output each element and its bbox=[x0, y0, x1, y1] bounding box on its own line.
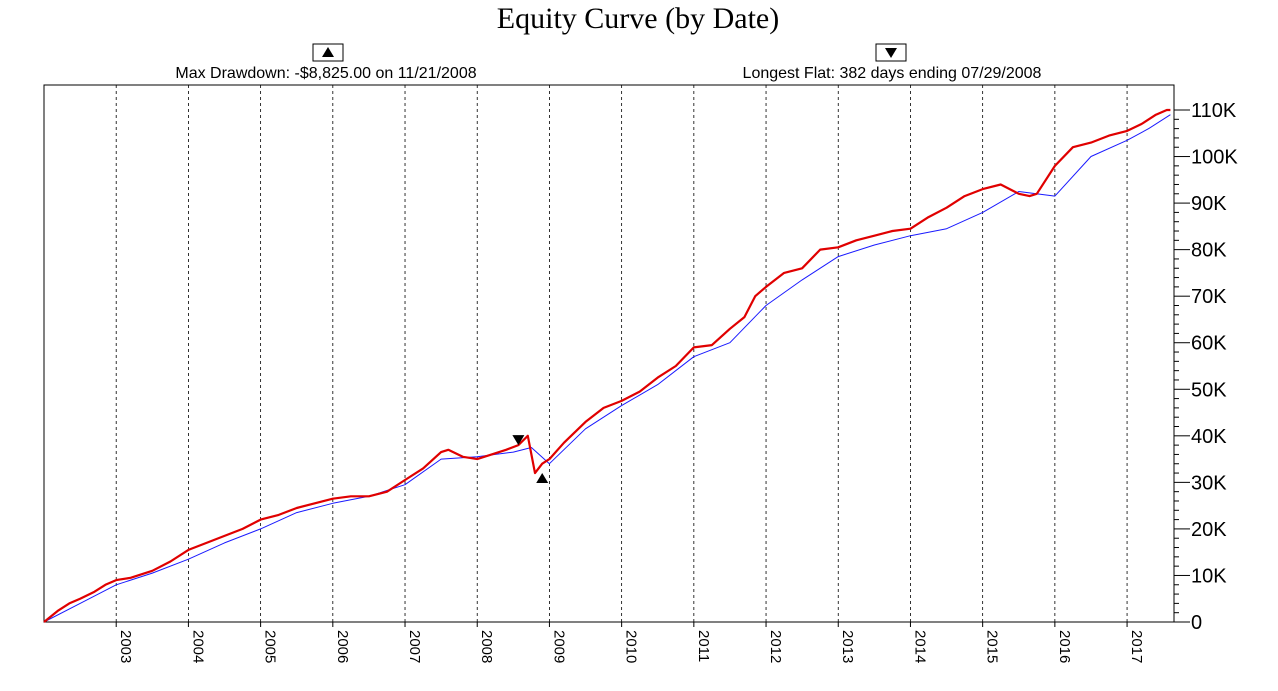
x-tick-label: 2010 bbox=[623, 630, 640, 663]
x-tick-label: 2009 bbox=[550, 630, 567, 663]
plot-frame bbox=[43, 84, 1175, 623]
y-tick-label: 90K bbox=[1191, 193, 1227, 215]
x-tick-label: 2015 bbox=[984, 630, 1001, 663]
x-tick-label: 2016 bbox=[1056, 630, 1073, 663]
y-tick-label: 110K bbox=[1191, 100, 1237, 122]
y-axis: 0 10K 20K 30K 40K 50K 60K 70K 80K 90K 100K 110K bbox=[1174, 100, 1238, 634]
down-triangle-marker bbox=[512, 435, 525, 446]
x-tick-label: 2005 bbox=[262, 630, 279, 663]
y-tick-label: 0 bbox=[1191, 612, 1202, 634]
y-tick-label: 60K bbox=[1191, 333, 1227, 355]
up-triangle-icon bbox=[322, 47, 334, 57]
x-axis: 2003 2004 2005 2006 2007 2008 2009 2010 2011 2012… bbox=[115, 622, 1145, 663]
max-drawdown-text: Max Drawdown: -$8,825.00 on 11/21/2008 bbox=[175, 65, 476, 82]
series-lines bbox=[43, 108, 1171, 623]
y-tick-label: 70K bbox=[1191, 286, 1227, 308]
grid-lines bbox=[115, 85, 1128, 622]
y-tick-label: 30K bbox=[1191, 472, 1227, 494]
x-tick-label: 2006 bbox=[334, 630, 351, 663]
x-tick-label: 2003 bbox=[117, 630, 134, 663]
max-drawdown-annotation: Max Drawdown: -$8,825.00 on 11/21/2008 bbox=[175, 43, 477, 82]
x-tick-label: 2011 bbox=[695, 630, 712, 662]
y-tick-label: 100K bbox=[1191, 147, 1238, 169]
equity-line bbox=[43, 108, 1171, 623]
x-tick-label: 2013 bbox=[839, 630, 856, 663]
longest-flat-annotation: Longest Flat: 382 days ending 07/29/2008 bbox=[743, 43, 1042, 82]
y-tick-label: 80K bbox=[1191, 240, 1227, 262]
x-tick-label: 2017 bbox=[1128, 630, 1145, 663]
trend-line bbox=[43, 114, 1171, 623]
down-triangle-icon bbox=[885, 48, 897, 58]
y-tick-label: 50K bbox=[1191, 379, 1227, 401]
x-tick-label: 2004 bbox=[189, 630, 206, 663]
x-tick-label: 2012 bbox=[767, 630, 784, 663]
x-tick-label: 2008 bbox=[478, 630, 495, 663]
x-tick-label: 2014 bbox=[911, 630, 928, 663]
x-tick-label: 2007 bbox=[406, 630, 423, 663]
longest-flat-text: Longest Flat: 382 days ending 07/29/2008 bbox=[743, 65, 1042, 82]
up-triangle-marker bbox=[536, 473, 549, 484]
y-tick-label: 10K bbox=[1191, 565, 1227, 587]
y-tick-label: 20K bbox=[1191, 519, 1227, 541]
chart-title: Equity Curve (by Date) bbox=[497, 2, 779, 35]
drawdown-markers bbox=[512, 435, 549, 484]
y-tick-label: 40K bbox=[1191, 426, 1227, 448]
